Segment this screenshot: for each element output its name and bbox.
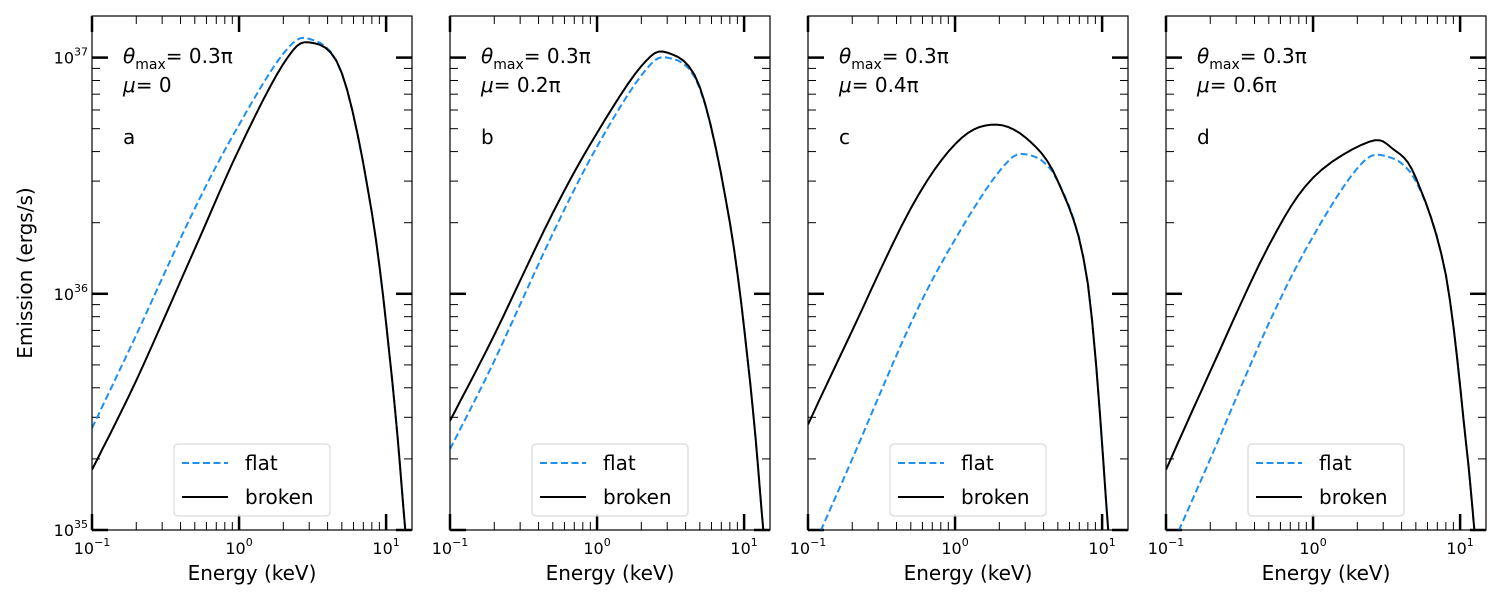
- panel-label: c: [839, 125, 850, 149]
- x-tick-label: 101: [1446, 536, 1473, 558]
- legend-label-broken: broken: [961, 485, 1030, 509]
- panel-a: 10−1 100 101 1035 1036 1037 Energy (keV) θmax= …: [54, 15, 413, 585]
- legend-label-flat: flat: [245, 451, 278, 475]
- mu-annotation: μ= 0.6π: [1196, 73, 1277, 97]
- series-broken-line: [92, 41, 407, 530]
- x-tick-label: 10−1: [1148, 536, 1185, 558]
- theta-annotation: θmax= 0.3π: [123, 44, 233, 73]
- theta-annotation: θmax= 0.3π: [839, 44, 949, 73]
- legend-label-flat: flat: [961, 451, 994, 475]
- x-tick-label: 100: [1299, 536, 1326, 558]
- legend: flat broken: [531, 443, 689, 517]
- mu-annotation: μ= 0.4π: [838, 73, 919, 97]
- mu-annotation: μ= 0.2π: [480, 73, 561, 97]
- plot-frame: [1165, 15, 1487, 531]
- series-broken-line: [450, 50, 765, 530]
- legend-label-broken: broken: [603, 485, 672, 509]
- panel-b: 10−1 100 101 Energy (keV) θmax= 0.3πμ= 0.2π b…: [432, 15, 771, 585]
- y-tick-label: 1036: [54, 282, 88, 304]
- x-tick-label: 100: [941, 536, 968, 558]
- panel-d: 10−1 100 101 Energy (keV) θmax= 0.3πμ= 0.6π d…: [1148, 15, 1487, 585]
- legend-label-flat: flat: [1319, 451, 1352, 475]
- series-broken-line: [808, 123, 1110, 530]
- plot-frame: [91, 15, 413, 531]
- plot-frame: [449, 15, 771, 531]
- mu-annotation: μ= 0: [122, 73, 172, 97]
- x-axis-label: Energy (keV): [1262, 561, 1391, 585]
- x-axis-label: Energy (keV): [904, 561, 1033, 585]
- legend-label-broken: broken: [1319, 485, 1388, 509]
- x-axis-label: Energy (keV): [546, 561, 675, 585]
- legend: flat broken: [889, 443, 1047, 517]
- theta-annotation: θmax= 0.3π: [481, 44, 591, 73]
- series-broken-line: [1166, 139, 1476, 530]
- x-tick-label: 10−1: [432, 536, 469, 558]
- x-tick-label: 100: [225, 536, 252, 558]
- x-tick-label: 101: [1088, 536, 1115, 558]
- x-tick-label: 10−1: [74, 536, 111, 558]
- legend: flat broken: [1247, 443, 1405, 517]
- plot-frame: [807, 15, 1129, 531]
- y-tick-label: 1037: [54, 46, 88, 68]
- panel-c: 10−1 100 101 Energy (keV) θmax= 0.3πμ= 0.4π c…: [790, 15, 1129, 585]
- theta-annotation: θmax= 0.3π: [1197, 44, 1307, 73]
- panel-label: d: [1197, 125, 1210, 149]
- legend: flat broken: [173, 443, 331, 517]
- x-tick-label: 10−1: [790, 536, 827, 558]
- x-tick-label: 101: [372, 536, 399, 558]
- panel-label: a: [123, 125, 135, 149]
- panel-label: b: [481, 125, 494, 149]
- y-tick-label: 1035: [54, 518, 88, 540]
- x-axis-label: Energy (keV): [188, 561, 317, 585]
- legend-label-broken: broken: [245, 485, 314, 509]
- x-tick-label: 101: [730, 536, 757, 558]
- y-axis-label: Emission (ergs/s): [13, 187, 37, 358]
- legend-label-flat: flat: [603, 451, 636, 475]
- x-tick-label: 100: [583, 536, 610, 558]
